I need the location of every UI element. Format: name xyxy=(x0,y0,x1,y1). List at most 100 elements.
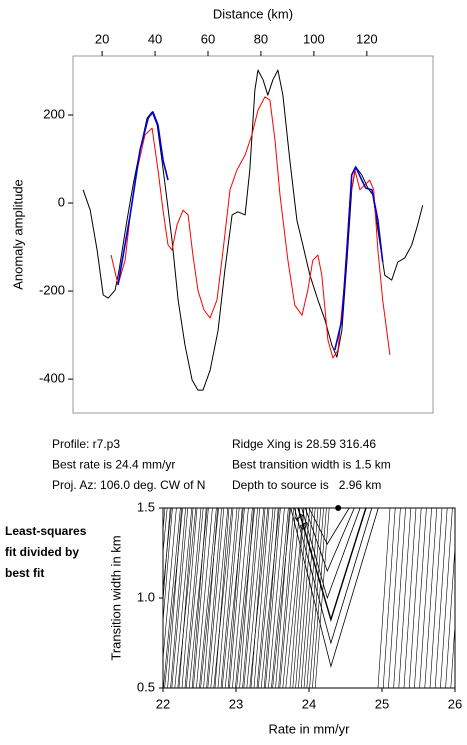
contour-hatch xyxy=(445,542,455,688)
contour-hatch xyxy=(163,508,172,594)
contour-hatch xyxy=(388,508,401,688)
contour-hatch xyxy=(171,508,189,688)
contour-hatch xyxy=(282,508,301,688)
contour-field xyxy=(163,508,467,688)
contour-hatch xyxy=(196,508,213,688)
contour-hatch xyxy=(184,508,202,688)
contour-hatch xyxy=(177,508,197,688)
contour-hatch xyxy=(429,508,443,688)
contour-hatch xyxy=(232,508,249,688)
contour-hatch xyxy=(450,620,455,688)
contour-hatch xyxy=(217,508,234,688)
contour-hatch xyxy=(239,508,254,688)
contour-hatch xyxy=(185,508,204,688)
data-line xyxy=(117,111,384,351)
contour-hatch xyxy=(249,508,269,688)
info-text: Proj. Az: 106.0 deg. CW of N xyxy=(52,478,205,492)
contour-hatch xyxy=(314,508,330,688)
side-note: fit divided by xyxy=(5,545,79,559)
contour-hatch xyxy=(268,508,285,688)
x-tick-label: 80 xyxy=(254,31,268,46)
x-tick-label: 24 xyxy=(302,696,316,711)
contour-hatch xyxy=(229,508,245,688)
contour-hatch xyxy=(309,508,324,688)
y-axis-title: Anomaly amplitude xyxy=(10,179,25,290)
x-tick-label: 120 xyxy=(356,31,378,46)
contour-hatch xyxy=(174,508,193,688)
x-axis-title: Distance (km) xyxy=(213,6,293,21)
y-tick-label: 200 xyxy=(43,106,65,121)
contour-hatch xyxy=(163,508,168,556)
contour-line xyxy=(301,508,361,600)
x-tick-label: 25 xyxy=(375,696,389,711)
contour-hatch xyxy=(272,508,291,688)
contour-hatch xyxy=(203,508,218,688)
contour-hatch xyxy=(163,508,173,625)
x-tick-label: 22 xyxy=(156,696,170,711)
contour-hatch xyxy=(279,508,297,688)
contour-hatch xyxy=(213,508,233,688)
contour-hatch xyxy=(256,508,274,688)
contour-hatch xyxy=(224,508,244,688)
x-tick-label: 23 xyxy=(229,696,243,711)
contour-hatch xyxy=(200,508,219,688)
contour-hatch xyxy=(275,508,290,688)
contour-hatch xyxy=(263,508,279,688)
contour-hatch xyxy=(235,508,253,688)
contour-hatch xyxy=(178,508,194,688)
contour-hatch xyxy=(257,508,276,688)
contour-hatch xyxy=(199,508,217,688)
y-axis-title: Transition width in km xyxy=(108,535,123,660)
contour-hatch xyxy=(181,508,198,688)
contour-hatch xyxy=(242,508,258,688)
contour-hatch xyxy=(246,508,265,688)
info-text: Best rate is 24.4 mm/yr xyxy=(52,458,175,472)
contour-hatch xyxy=(271,508,289,688)
contour-hatch xyxy=(253,508,270,688)
contour-hatch xyxy=(456,508,467,688)
y-tick-label: -200 xyxy=(39,283,65,298)
contour-hatch xyxy=(461,508,467,688)
y-tick-label: 0.5 xyxy=(137,679,155,694)
x-axis-title: Rate in mm/yr xyxy=(269,721,351,736)
contour-hatch xyxy=(206,508,222,688)
contour-hatch xyxy=(164,508,183,688)
contour-hatch xyxy=(250,508,266,688)
contour-hatch xyxy=(193,508,209,688)
contour-hatch xyxy=(419,508,432,688)
x-tick-label: 26 xyxy=(448,696,462,711)
contour-line xyxy=(308,508,350,545)
contour-hatch xyxy=(214,508,230,688)
contour-hatch xyxy=(236,508,255,688)
contour-hatch xyxy=(414,508,427,688)
contour-hatch xyxy=(221,508,240,688)
contour-hatch xyxy=(265,508,281,688)
contour-hatch xyxy=(170,508,186,688)
contour-hatch xyxy=(300,508,316,688)
plot-frame xyxy=(72,55,434,414)
x-tick-label: 40 xyxy=(148,31,162,46)
contour-hatch xyxy=(163,508,181,688)
x-tick-label: 100 xyxy=(303,31,325,46)
contour-line xyxy=(304,508,355,573)
contour-hatch xyxy=(440,508,453,688)
contour-hatch xyxy=(210,508,229,688)
info-text: Profile: r7.p3 xyxy=(52,437,120,451)
side-note: Least-squares xyxy=(5,524,87,538)
y-tick-label: -400 xyxy=(39,371,65,386)
contour-hatch xyxy=(278,508,294,688)
info-text: Ridge Xing is 28.59 316.46 xyxy=(232,437,376,451)
contour-hatch xyxy=(393,508,406,688)
contour-line xyxy=(294,508,373,645)
info-text: Depth to source is 2.96 km xyxy=(232,478,381,492)
y-tick-label: 0 xyxy=(58,194,65,209)
x-tick-label: 20 xyxy=(95,31,109,46)
contour-hatch xyxy=(167,508,182,688)
y-tick-label: 1.0 xyxy=(137,589,155,604)
contour-hatch xyxy=(403,508,417,688)
contour-hatch xyxy=(260,508,280,688)
contour-hatch xyxy=(377,508,391,688)
info-text: Best transition width is 1.5 km xyxy=(232,458,391,472)
contour-hatch xyxy=(220,508,238,688)
